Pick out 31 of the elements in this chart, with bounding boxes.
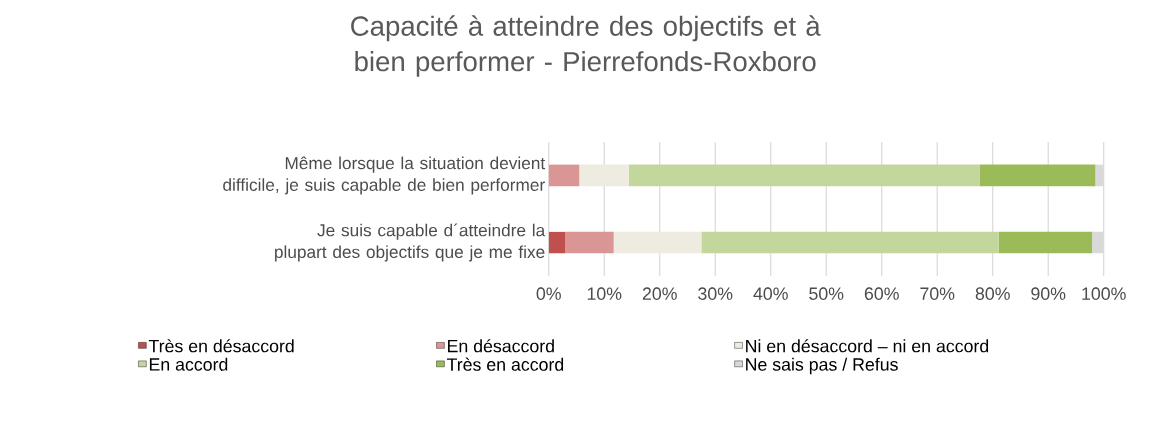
bar (613, 231, 702, 254)
x-tick-label: 80% (975, 287, 1010, 300)
bar (548, 164, 580, 187)
legend-label: En accord (149, 357, 228, 371)
y-tick-label: Je suis capable d´atteindre la plupart des objectifs que je me fixe (275, 223, 546, 262)
legend-label: En désaccord (448, 339, 554, 353)
x-tick-label: 20% (642, 287, 677, 300)
bar (701, 231, 999, 254)
legend-label: Ne sais pas / Refus (746, 357, 898, 375)
bar (1092, 231, 1104, 254)
bar (579, 164, 629, 187)
x-tick-label: 40% (753, 287, 788, 300)
x-tick-label: 100% (1082, 287, 1126, 300)
x-tick-label: 50% (809, 287, 844, 300)
x-tick-label: 30% (698, 287, 733, 300)
legend-label: Très en désaccord (148, 339, 294, 353)
x-tick-label: 10% (587, 287, 622, 300)
bar (565, 231, 614, 254)
y-tick-label: Même lorsque la situation devient difficile, je suis capable de bien performer (223, 156, 546, 195)
chart-title: Capacité à atteindre des objectifs et à bien performer - Pierrefonds-Roxboro (351, 15, 821, 77)
x-tick-label: 70% (920, 287, 955, 300)
x-tick-label: 90% (1031, 287, 1066, 300)
bar (979, 164, 1096, 187)
x-tick-label: 0% (536, 287, 561, 300)
legend-label: Ni en désaccord – ni en accord (746, 339, 989, 353)
bar (998, 231, 1093, 254)
legend-label: Très en accord (446, 357, 564, 371)
x-tick-label: 60% (864, 287, 899, 300)
bar (548, 231, 566, 254)
bar (628, 164, 980, 187)
bar (1095, 164, 1104, 187)
